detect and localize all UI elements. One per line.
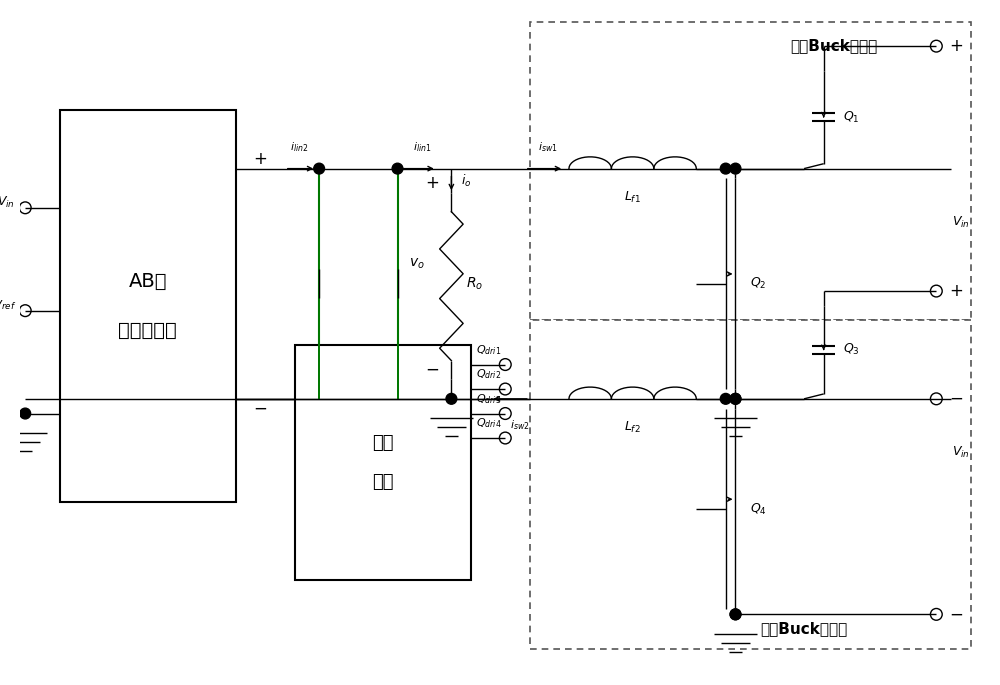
Circle shape bbox=[730, 163, 741, 174]
Text: $Q_1$: $Q_1$ bbox=[843, 110, 860, 125]
Text: −: − bbox=[425, 360, 439, 378]
Text: $R_o$: $R_o$ bbox=[466, 275, 483, 292]
Text: $Q_{dri4}$: $Q_{dri4}$ bbox=[476, 416, 501, 430]
Text: $Q_2$: $Q_2$ bbox=[750, 276, 767, 291]
Text: $L_{f1}$: $L_{f1}$ bbox=[624, 190, 641, 205]
Text: 线性放大器: 线性放大器 bbox=[118, 321, 177, 340]
Text: $Q_{dri1}$: $Q_{dri1}$ bbox=[476, 343, 501, 357]
Text: AB类: AB类 bbox=[128, 272, 167, 290]
Bar bbox=[530, 321, 971, 649]
Circle shape bbox=[730, 393, 741, 404]
Text: $i_{sw2}$: $i_{sw2}$ bbox=[510, 419, 530, 432]
Text: $V_{in}$: $V_{in}$ bbox=[952, 445, 970, 460]
Circle shape bbox=[20, 408, 31, 419]
Text: +: + bbox=[425, 174, 439, 192]
Text: $Q_4$: $Q_4$ bbox=[750, 501, 767, 516]
Text: +: + bbox=[949, 282, 963, 300]
Text: $v_{ref}$: $v_{ref}$ bbox=[0, 299, 17, 312]
Text: +: + bbox=[949, 37, 963, 55]
Text: 第一Buck变换器: 第一Buck变换器 bbox=[790, 38, 877, 53]
Circle shape bbox=[446, 393, 457, 404]
Text: $v_o$: $v_o$ bbox=[409, 257, 425, 271]
Text: $V_{in}$: $V_{in}$ bbox=[952, 215, 970, 230]
Bar bbox=[60, 110, 236, 501]
Circle shape bbox=[392, 163, 403, 174]
Circle shape bbox=[314, 163, 325, 174]
Text: $V_{in}$: $V_{in}$ bbox=[0, 195, 15, 210]
Text: $Q_{dri3}$: $Q_{dri3}$ bbox=[476, 392, 501, 406]
Circle shape bbox=[730, 609, 741, 620]
Text: $Q_{dri2}$: $Q_{dri2}$ bbox=[476, 367, 501, 382]
Text: −: − bbox=[949, 606, 963, 623]
Bar bbox=[295, 345, 471, 580]
Text: −: − bbox=[253, 399, 267, 418]
Text: −: − bbox=[949, 390, 963, 408]
Circle shape bbox=[720, 393, 731, 404]
Text: $i_{lin2}$: $i_{lin2}$ bbox=[290, 140, 309, 154]
Circle shape bbox=[720, 163, 731, 174]
Text: $i_{lin1}$: $i_{lin1}$ bbox=[413, 140, 431, 154]
Text: +: + bbox=[253, 150, 267, 168]
Text: 第二Buck变换器: 第二Buck变换器 bbox=[760, 621, 848, 636]
Text: $i_o$: $i_o$ bbox=[461, 173, 472, 189]
Text: $i_{sw1}$: $i_{sw1}$ bbox=[538, 140, 557, 154]
Text: $L_{f2}$: $L_{f2}$ bbox=[624, 421, 641, 436]
Bar bbox=[530, 22, 971, 321]
Text: $Q_3$: $Q_3$ bbox=[843, 342, 860, 358]
Text: 电路: 电路 bbox=[372, 473, 394, 491]
Circle shape bbox=[730, 609, 741, 620]
Text: 控制: 控制 bbox=[372, 434, 394, 452]
Circle shape bbox=[730, 393, 741, 404]
